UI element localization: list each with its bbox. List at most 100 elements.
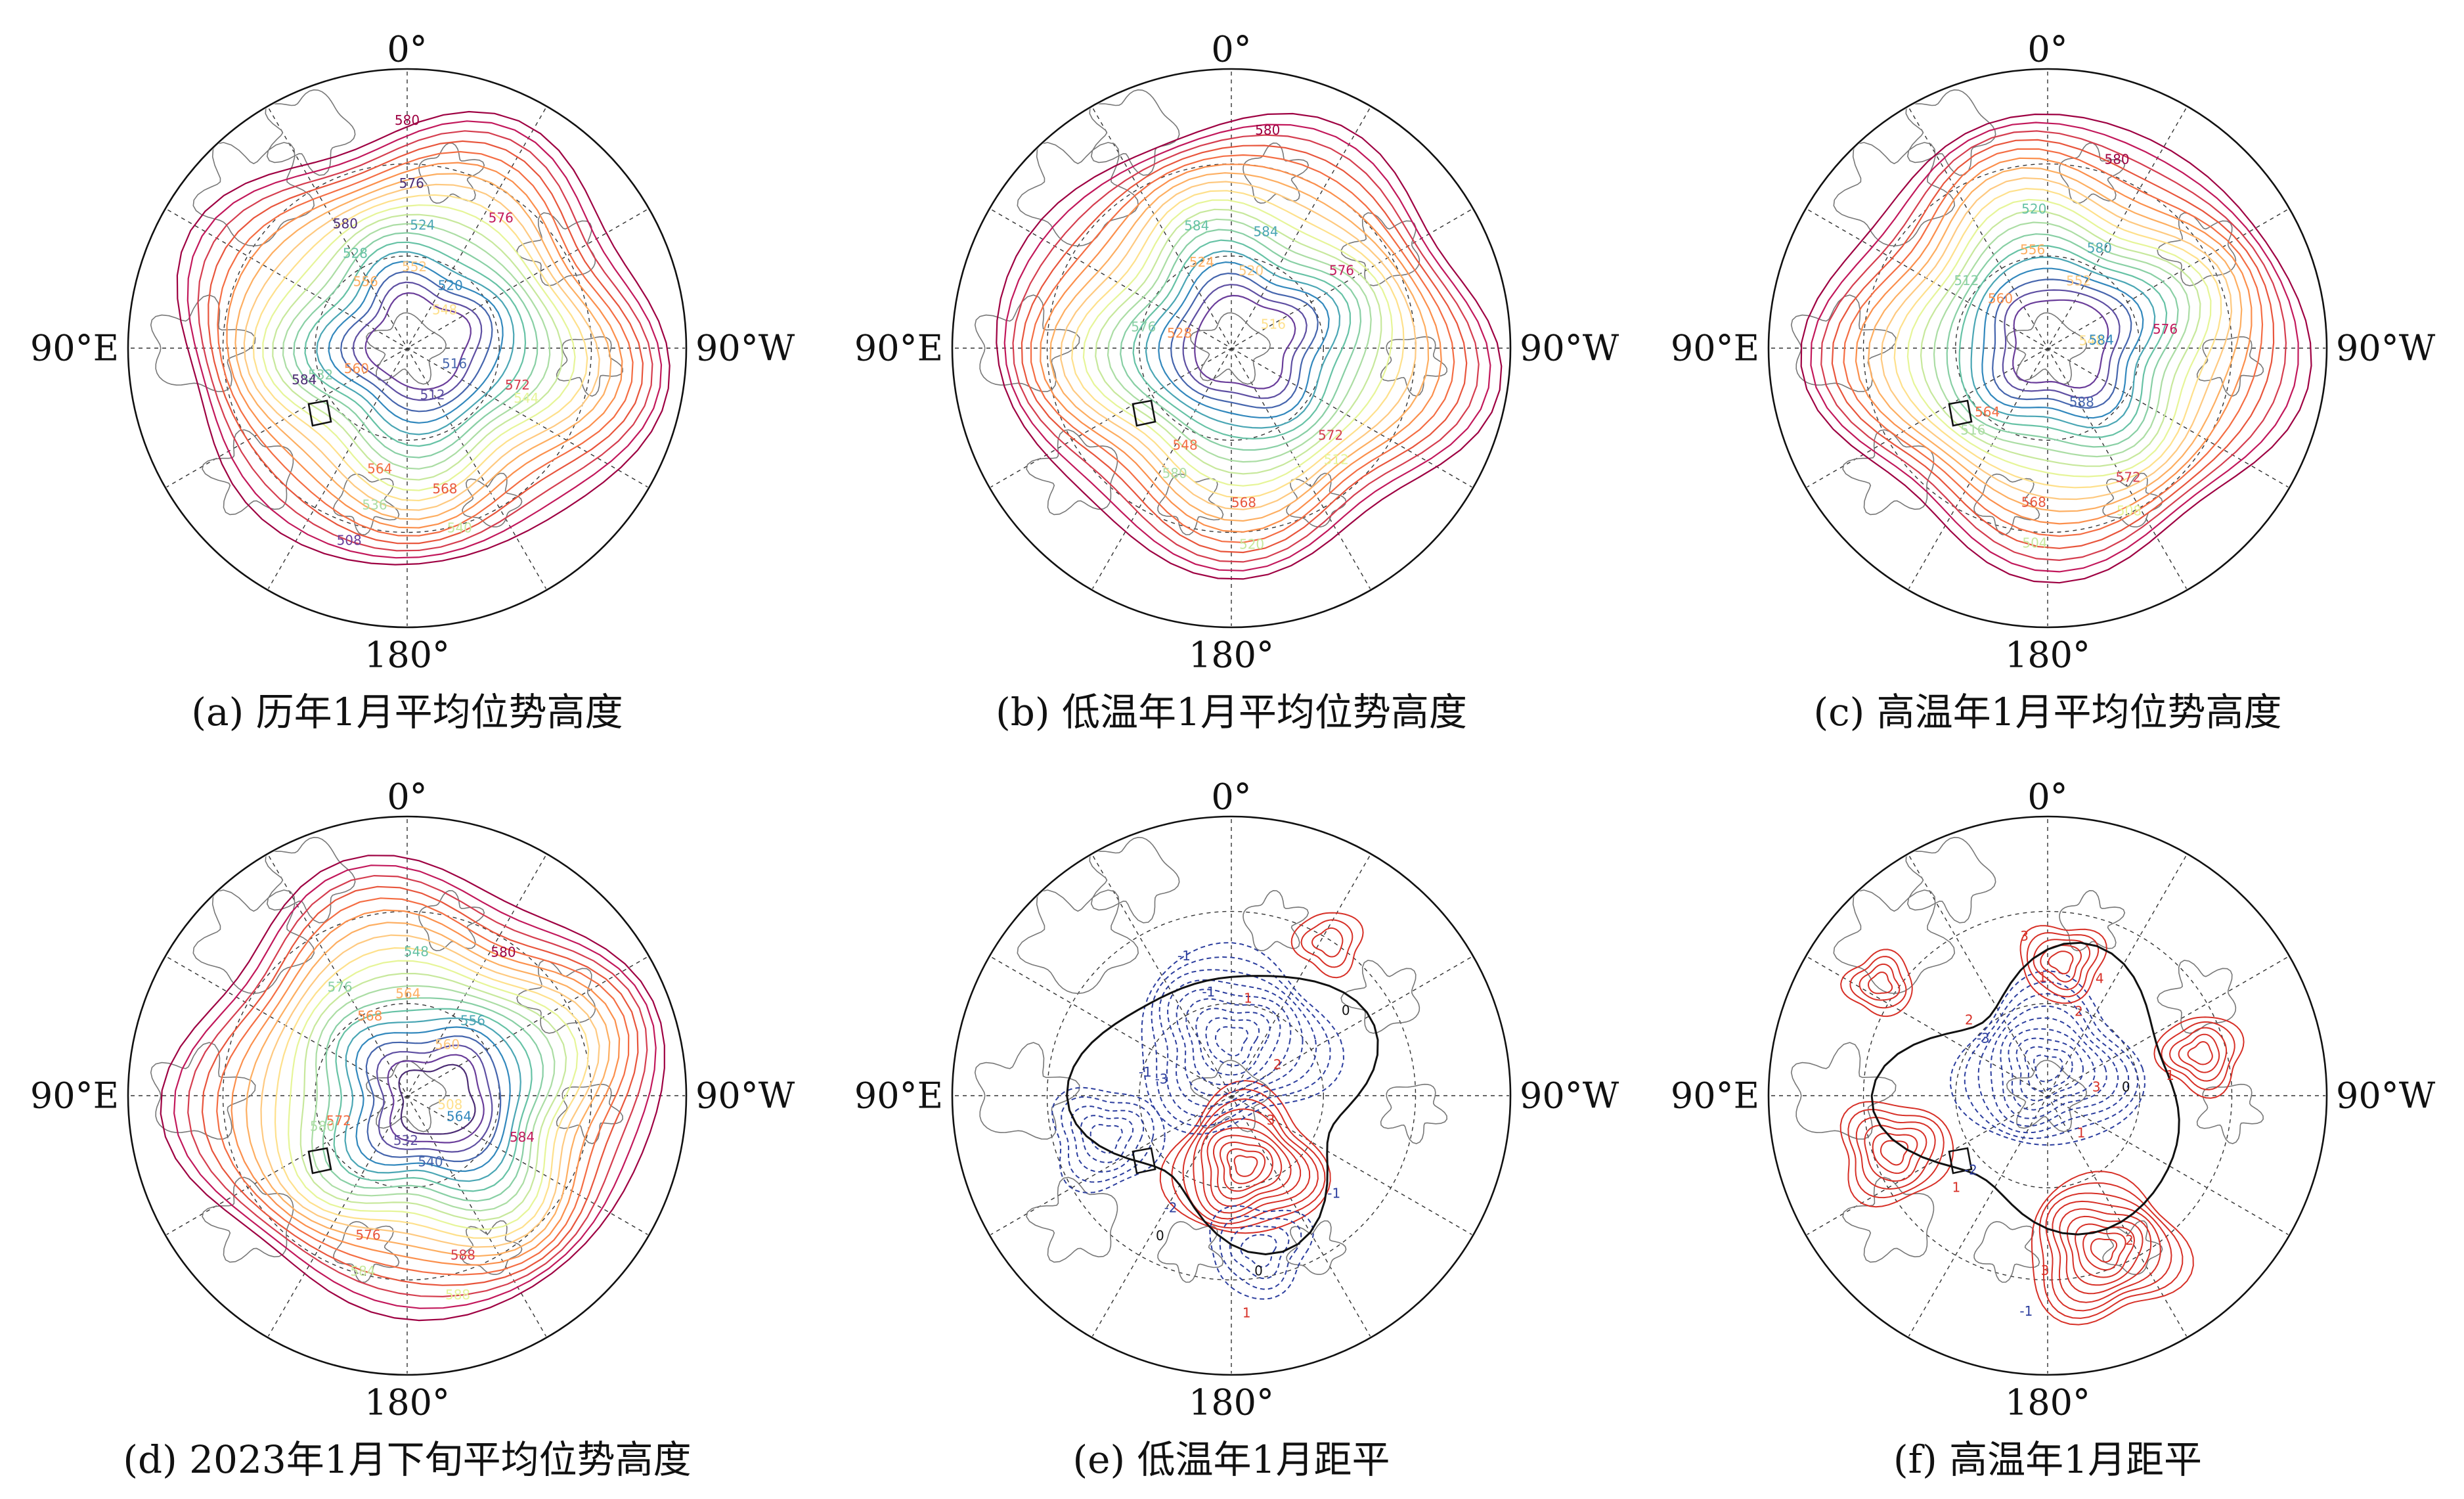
contour-label: 584 [1253,223,1278,239]
contour-label: 552 [402,259,427,275]
coastline [2006,1060,2088,1132]
contour-label: 516 [1261,317,1286,332]
positive-anomaly-contour [2059,1208,2152,1295]
lon-label-right: 90°W [695,327,795,369]
parallel [1955,256,2140,441]
contour-label: 580 [310,1119,335,1134]
height-contour [333,1008,533,1192]
positive-anomaly-contour [1206,1127,1292,1207]
height-contour [274,947,590,1239]
coastline [1157,473,1224,535]
height-contour [1831,139,2275,549]
contour-label: 548 [1173,437,1198,453]
contour-label: 520 [438,278,463,294]
negative-anomaly-contour [2015,1037,2084,1102]
height-contour [231,909,621,1266]
positive-anomaly-contour [2178,1033,2220,1073]
negative-anomaly-contour [1061,1096,1155,1183]
height-contour [1920,210,2201,467]
height-contour [272,213,563,481]
map-panel-f: 1 2 3 -2 -3 1 2 3 1 -1 1 2 3 4 0 [1767,815,2328,1376]
contour-label: -3 [1155,1071,1168,1086]
meridian [989,208,1474,489]
contour-label: 588 [2069,394,2094,410]
positive-anomaly-contour [1193,1108,1311,1220]
coastline [974,1042,1080,1140]
coastline [2157,960,2237,1034]
lon-label-top: 0° [2027,28,2068,70]
lon-label-top: 0° [387,776,428,818]
zero-contour [1066,975,1379,1256]
contour-label: 1 [2166,1067,2174,1083]
height-contour [176,110,671,566]
positive-anomaly-contour [2074,1223,2136,1278]
contour-label: 576 [1329,262,1354,278]
contour-label: 560 [1988,291,2013,307]
height-contour [1933,221,2190,458]
negative-anomaly-contour [2024,1046,2073,1092]
contour-label: 572 [1318,427,1343,443]
lon-label-top: 0° [2027,776,2068,818]
height-contour [282,223,551,470]
height-contour [1810,122,2299,573]
map-boundary [127,815,688,1376]
contour-label: 508 [437,1097,462,1113]
positive-anomaly-contour [1182,1098,1319,1224]
contour-label: -1 [1327,1186,1340,1201]
lon-label-left: 90°E [854,1075,943,1117]
negative-anomaly-contour [1990,1005,2119,1127]
map-panel-c: 580 576 572 568 564 560 556 552 548 508 504 516 512 5… [1767,68,2328,629]
height-contour [355,1026,511,1173]
contour-label: 1 [2038,970,2047,985]
positive-anomaly-contour [1212,1134,1283,1200]
contour-label: 552 [2066,273,2091,289]
negative-anomaly-contour [2008,1028,2096,1111]
contour-label: 556 [460,1013,485,1029]
map-panel-a: 5805765725685645605565525485445405365325… [127,68,688,629]
map-boundary [951,68,1512,629]
height-contour [187,120,663,559]
negative-anomaly-contour [1219,1215,1302,1290]
contour-label: 504 [2022,535,2047,550]
contour-label: 584 [510,1129,535,1145]
contour-label: 1 [2077,1125,2086,1141]
coastline [974,294,1080,392]
height-contour [1800,113,2312,584]
height-contour [387,1054,485,1144]
contour-label: 572 [326,1113,351,1129]
height-contour [1170,272,1319,409]
negative-anomaly-contour [1240,1234,1277,1268]
coastline [1973,1220,2040,1283]
negative-anomaly-contour [1158,969,1317,1118]
height-contour [262,204,576,491]
height-contour [398,1063,476,1135]
contour-label: 568 [357,1008,382,1023]
contour-label: 568 [432,481,457,497]
coastline [202,429,294,516]
contour-label: 524 [410,217,435,233]
contour-label: 576 [355,1227,380,1243]
positive-anomaly-contour [1880,1140,1909,1166]
contour-label: 3 [1267,1112,1275,1128]
coastline [1340,960,1420,1034]
parallel [1955,1003,2140,1188]
height-contour [299,973,567,1221]
contour-label: 580 [491,945,516,960]
height-contour [1158,261,1330,418]
height-contour [1893,187,2222,489]
height-contour [1194,294,1296,390]
height-contour [1958,244,2168,438]
meridian [165,208,649,489]
study-region-box [1948,399,1973,427]
height-contour [1981,267,2144,419]
contour-label: 520 [1239,537,1264,552]
positive-anomaly-contour [1200,1118,1302,1214]
height-contour [1855,157,2253,525]
contour-label: 528 [1167,325,1192,341]
negative-anomaly-contour [1185,998,1281,1086]
coastline [1833,889,1956,995]
contour-label: -2 [1164,1199,1177,1215]
contour-label: 572 [505,377,530,393]
contour-label: -2 [1964,1162,1977,1178]
